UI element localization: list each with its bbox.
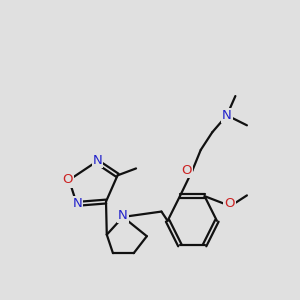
Text: O: O [62,173,73,187]
Text: N: N [93,154,102,167]
Text: O: O [182,164,192,177]
Text: N: N [222,109,232,122]
Text: N: N [118,209,128,222]
Text: N: N [73,197,82,210]
Text: O: O [224,197,235,210]
